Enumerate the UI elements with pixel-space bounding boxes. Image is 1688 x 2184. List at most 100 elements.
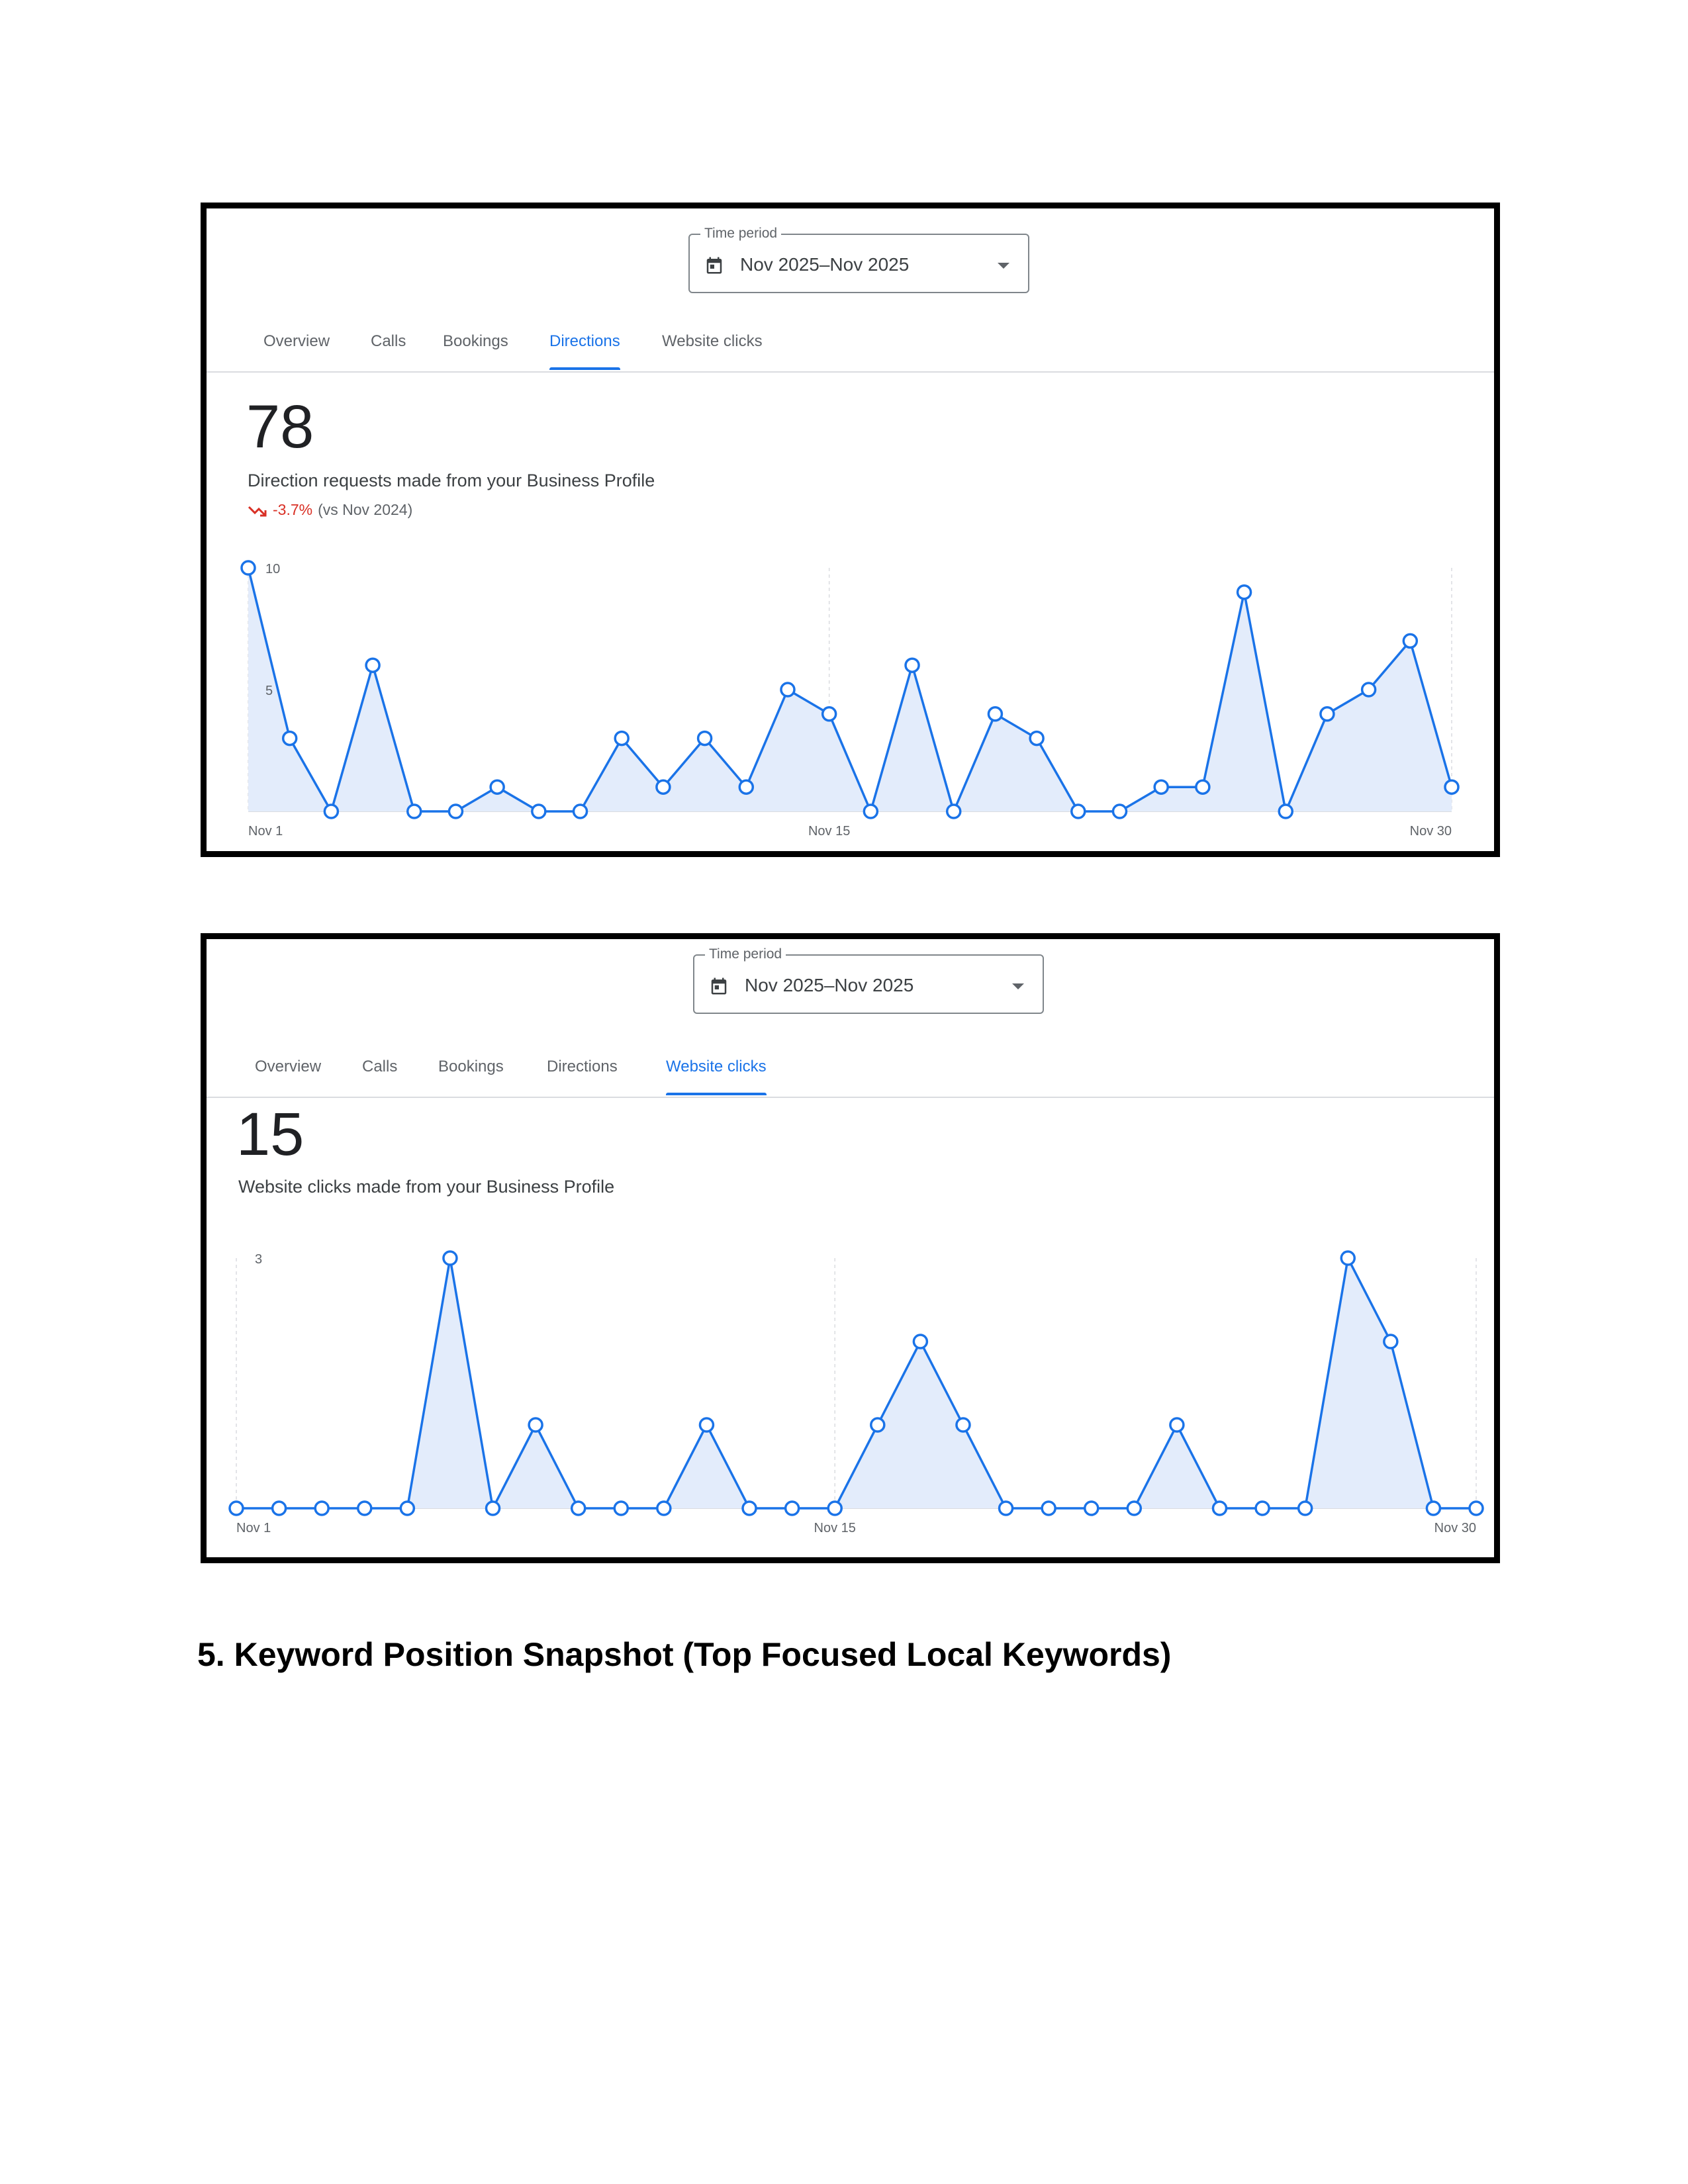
tab-overview[interactable]: Overview: [255, 1058, 322, 1075]
data-point: [780, 682, 796, 698]
series-area: [236, 1258, 1476, 1508]
data-point: [821, 706, 837, 722]
tab-directions[interactable]: Directions: [547, 1058, 618, 1075]
dropdown-arrow-icon: [998, 263, 1009, 269]
change-indicator: -3.7% (vs Nov 2024): [248, 500, 412, 519]
data-point: [1236, 584, 1252, 600]
data-point: [998, 1500, 1014, 1516]
time-period-selector[interactable]: Time period Nov 2025–Nov 2025: [688, 226, 1029, 293]
data-point: [1126, 1500, 1143, 1516]
data-point: [357, 1500, 373, 1516]
data-point: [1254, 1500, 1270, 1516]
data-point: [442, 1250, 458, 1266]
time-period-legend: Time period: [700, 226, 782, 242]
data-point: [738, 779, 755, 795]
website-clicks-chart: 3 Nov 1 Nov 15 Nov 30: [228, 1250, 1484, 1535]
data-point: [827, 1500, 843, 1516]
data-point: [314, 1500, 330, 1516]
data-point: [531, 803, 547, 819]
dropdown-arrow-icon: [1012, 983, 1024, 989]
data-point: [1360, 682, 1377, 698]
data-point: [323, 803, 340, 819]
x-tick-label: Nov 15: [814, 1521, 856, 1535]
tab-website-clicks[interactable]: Website clicks: [666, 1044, 767, 1095]
section-heading: 5. Keyword Position Snapshot (Top Focuse…: [197, 1636, 1172, 1673]
comparison-period: (vs Nov 2024): [318, 501, 413, 518]
data-point: [528, 1417, 543, 1433]
directions-chart: 10 5 Nov 1 Nov 15 Nov 30: [240, 560, 1460, 839]
data-point: [447, 803, 464, 819]
data-point: [698, 1417, 715, 1433]
calendar-icon: [706, 257, 722, 274]
data-point: [696, 730, 713, 747]
x-tick-label: Nov 1: [236, 1521, 271, 1535]
time-period-selector[interactable]: Time period Nov 2025–Nov 2025: [693, 946, 1044, 1014]
tab-directions[interactable]: Directions: [549, 318, 620, 370]
x-tick-label: Nov 30: [1410, 824, 1452, 839]
data-point: [1153, 779, 1169, 795]
data-point: [955, 1417, 971, 1433]
data-point: [1195, 779, 1211, 795]
data-point: [904, 657, 920, 673]
data-point: [1383, 1334, 1399, 1349]
data-point: [1425, 1500, 1442, 1516]
data-point: [489, 779, 505, 795]
y-tick-label: 10: [265, 562, 280, 576]
data-point: [406, 803, 422, 819]
tab-calls[interactable]: Calls: [362, 1058, 398, 1075]
data-point: [655, 779, 671, 795]
data-point: [863, 803, 879, 819]
data-point: [228, 1500, 244, 1516]
data-point: [1083, 1500, 1100, 1516]
data-point: [870, 1417, 886, 1433]
data-point: [613, 1500, 630, 1516]
calendar-icon: [711, 978, 727, 995]
data-point: [1070, 803, 1086, 819]
metric-tabs: Overview Calls Bookings Directions Websi…: [207, 318, 1494, 373]
data-point: [987, 706, 1004, 722]
data-point: [1041, 1500, 1056, 1516]
x-tick-label: Nov 1: [248, 824, 283, 839]
data-point: [1111, 803, 1128, 819]
data-point: [912, 1334, 929, 1349]
tab-website-clicks[interactable]: Website clicks: [662, 332, 763, 350]
metric-description: Direction requests made from your Busine…: [248, 471, 655, 490]
data-point: [365, 657, 381, 673]
metric-tabs: Overview Calls Bookings Directions Websi…: [207, 1044, 1494, 1098]
trending-down-icon: [248, 506, 267, 517]
tab-bookings[interactable]: Bookings: [438, 1058, 504, 1075]
data-point: [570, 1500, 586, 1516]
data-point: [485, 1500, 501, 1516]
y-tick-label: 5: [265, 684, 273, 698]
time-period-value: Nov 2025–Nov 2025: [740, 254, 910, 275]
x-tick-label: Nov 15: [808, 824, 850, 839]
tab-overview[interactable]: Overview: [263, 332, 330, 350]
series-area: [248, 568, 1452, 811]
change-percent: -3.7%: [273, 501, 313, 518]
data-point: [1169, 1417, 1185, 1433]
directions-insights-screenshot: Time period Nov 2025–Nov 2025 Overview C…: [201, 203, 1500, 857]
data-point: [1319, 706, 1335, 722]
data-point: [240, 560, 256, 576]
metric-description: Website clicks made from your Business P…: [238, 1177, 615, 1197]
y-tick-label: 3: [255, 1252, 262, 1267]
data-point: [1211, 1500, 1228, 1516]
data-point: [572, 803, 588, 819]
data-point: [784, 1500, 800, 1516]
data-point: [1278, 803, 1293, 819]
data-point: [281, 730, 298, 747]
data-point: [271, 1500, 287, 1516]
data-point: [1468, 1500, 1484, 1516]
total-count: 15: [236, 1101, 305, 1168]
data-point: [1444, 779, 1460, 795]
total-count: 78: [246, 393, 314, 461]
data-point: [614, 730, 630, 747]
data-point: [1340, 1250, 1356, 1266]
website-clicks-insights-screenshot: Time period Nov 2025–Nov 2025 Overview C…: [201, 933, 1500, 1563]
x-tick-label: Nov 30: [1434, 1521, 1476, 1535]
data-point: [1297, 1500, 1313, 1516]
tab-bookings[interactable]: Bookings: [443, 332, 508, 350]
time-period-value: Nov 2025–Nov 2025: [745, 975, 914, 995]
tab-calls[interactable]: Calls: [371, 332, 406, 350]
data-point: [741, 1500, 757, 1516]
